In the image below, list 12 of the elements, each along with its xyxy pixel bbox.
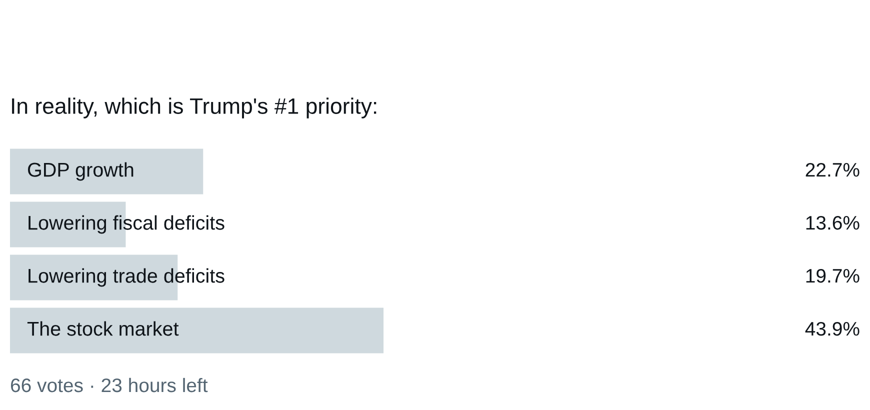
y-tick-label: The stock market [27,321,179,336]
y-tick-label: GDP growth [28,162,134,181]
chart-title: In reality, which is Trump's #1 priority: [12,98,376,118]
text: 66 votes · 23 hours left [10,378,208,392]
data-label: 19.7% [806,268,860,283]
y-tick-label: Lowering trade deficits [28,268,224,287]
bar [10,148,204,194]
data-label: 43.9% [805,322,860,336]
data-label: 13.6% [806,216,860,230]
y-tick-label: Lowering fiscal deficits [28,215,224,234]
bar [10,308,384,354]
data-label: 22.7% [806,162,860,177]
